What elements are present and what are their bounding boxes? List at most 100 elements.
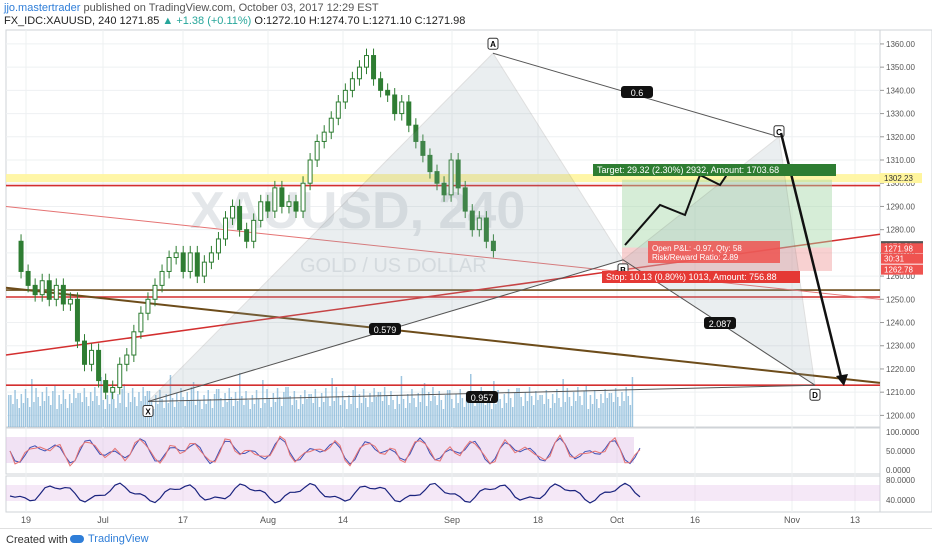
main-pane	[5, 29, 881, 428]
last-price: 1271.85	[119, 15, 160, 27]
volume-bar	[119, 403, 121, 427]
volume-bar	[136, 406, 138, 427]
volume-bar	[463, 407, 466, 427]
risk-reward-label: Risk/Reward Ratio: 2.89	[652, 253, 739, 262]
target-label: Target: 29.32 (2.30%) 2932, Amount: 1703…	[597, 165, 779, 175]
volume-bar	[224, 393, 226, 427]
volume-bar	[572, 392, 575, 427]
volume-bar	[440, 400, 443, 427]
volume-bar	[295, 400, 298, 427]
volume-bar	[318, 407, 321, 427]
volume-bar	[575, 401, 577, 427]
volume-bar	[310, 394, 312, 427]
indicator1-pane	[5, 427, 881, 475]
volume-bar	[50, 405, 52, 427]
volume-bar	[123, 384, 125, 427]
volume-bar	[102, 400, 104, 427]
volume-bar	[209, 399, 212, 427]
volume-bar	[129, 402, 132, 427]
volume-bar	[287, 387, 289, 427]
candle-body	[335, 101, 341, 119]
arrowhead-icon	[836, 374, 848, 386]
volume-bar	[41, 392, 44, 427]
indicator1-tick: 100.0000	[886, 428, 920, 437]
volume-bar	[255, 390, 258, 427]
volume-bar	[404, 408, 407, 427]
price-chart[interactable]: 1360.00 1350.00 1340.00 1330.00 1320.00 1310.…	[0, 0, 932, 528]
x-tick-label: Jul	[97, 515, 109, 525]
volume-bar	[358, 394, 361, 427]
tradingview-logo[interactable]: TradingView	[70, 533, 149, 545]
volume-bar	[68, 394, 71, 427]
volume-bar	[100, 377, 102, 427]
volume-bar	[579, 396, 581, 427]
volume-bar	[167, 403, 170, 427]
volume-bar	[312, 403, 314, 427]
volume-bar	[121, 389, 123, 427]
volume-bar	[530, 396, 533, 427]
volume-bar	[253, 404, 256, 427]
volume-bar	[612, 402, 615, 427]
y-tick-label: 1200.00	[886, 411, 915, 420]
price-label-box	[881, 253, 923, 264]
volume-bar	[52, 391, 54, 427]
x-tick-label: Nov	[784, 515, 801, 525]
pl-box	[648, 241, 780, 263]
volume-bar	[218, 389, 220, 427]
volume-bar	[140, 401, 142, 427]
candle-body	[89, 349, 95, 365]
pattern-point-box	[487, 37, 499, 50]
tradingview-cloud-icon	[70, 535, 84, 544]
ratio-box	[704, 317, 736, 329]
volume-bar	[270, 407, 272, 427]
volume-bar	[134, 397, 136, 427]
volume-bar	[64, 399, 67, 427]
candle-body	[25, 270, 31, 286]
volume-bar	[461, 398, 464, 427]
candle-body	[378, 78, 384, 91]
volume-bar	[197, 391, 199, 427]
volume-bar	[344, 400, 346, 427]
price-axis-label: 1262.78	[884, 266, 913, 275]
volume-bar	[85, 397, 88, 427]
volume-bar	[583, 391, 585, 427]
volume-bar	[341, 391, 344, 427]
y-tick-label: 1270.00	[886, 249, 915, 258]
volume-bar	[411, 389, 413, 427]
volume-bar	[66, 408, 69, 427]
volume-bar	[388, 405, 390, 427]
volume-bar	[606, 398, 608, 427]
volume-bar	[236, 401, 239, 427]
indicator1-tick: 0.0000	[886, 466, 911, 475]
volume-bar	[352, 390, 354, 427]
volume-bar	[562, 379, 564, 427]
candle-body	[420, 140, 426, 156]
volume-bar	[432, 387, 434, 427]
rsi-line	[9, 482, 641, 504]
candle-body	[173, 252, 179, 259]
symbol-label: FX_IDC:XAUUSD, 240	[4, 15, 117, 27]
volume-bar	[551, 394, 554, 427]
volume-bar	[547, 399, 550, 427]
candle-body	[258, 201, 264, 221]
volume-bar	[230, 397, 233, 427]
volume-bar	[314, 389, 317, 427]
volume-bar	[480, 387, 482, 427]
volume-bar	[213, 394, 216, 427]
volume-bar	[323, 402, 325, 427]
y-tick-label: 1210.00	[886, 388, 915, 397]
x-tick-label: 14	[338, 515, 348, 525]
volume-bar	[232, 406, 235, 427]
candle-body	[434, 171, 440, 184]
volume-bar	[587, 409, 590, 427]
volume-bar	[451, 399, 453, 427]
candle-body	[152, 284, 158, 300]
volume-bar	[350, 404, 352, 427]
author-link[interactable]: jjo.mastertrader	[4, 2, 81, 14]
open-pl-label: Open P&L: -0.97, Qty: 58	[652, 244, 742, 253]
y-tick-label: 1340.00	[886, 86, 915, 95]
x-tick-label: Oct	[610, 515, 625, 525]
price-label-box	[881, 264, 923, 275]
volume-bar	[203, 395, 205, 427]
volume-bar	[115, 408, 117, 427]
